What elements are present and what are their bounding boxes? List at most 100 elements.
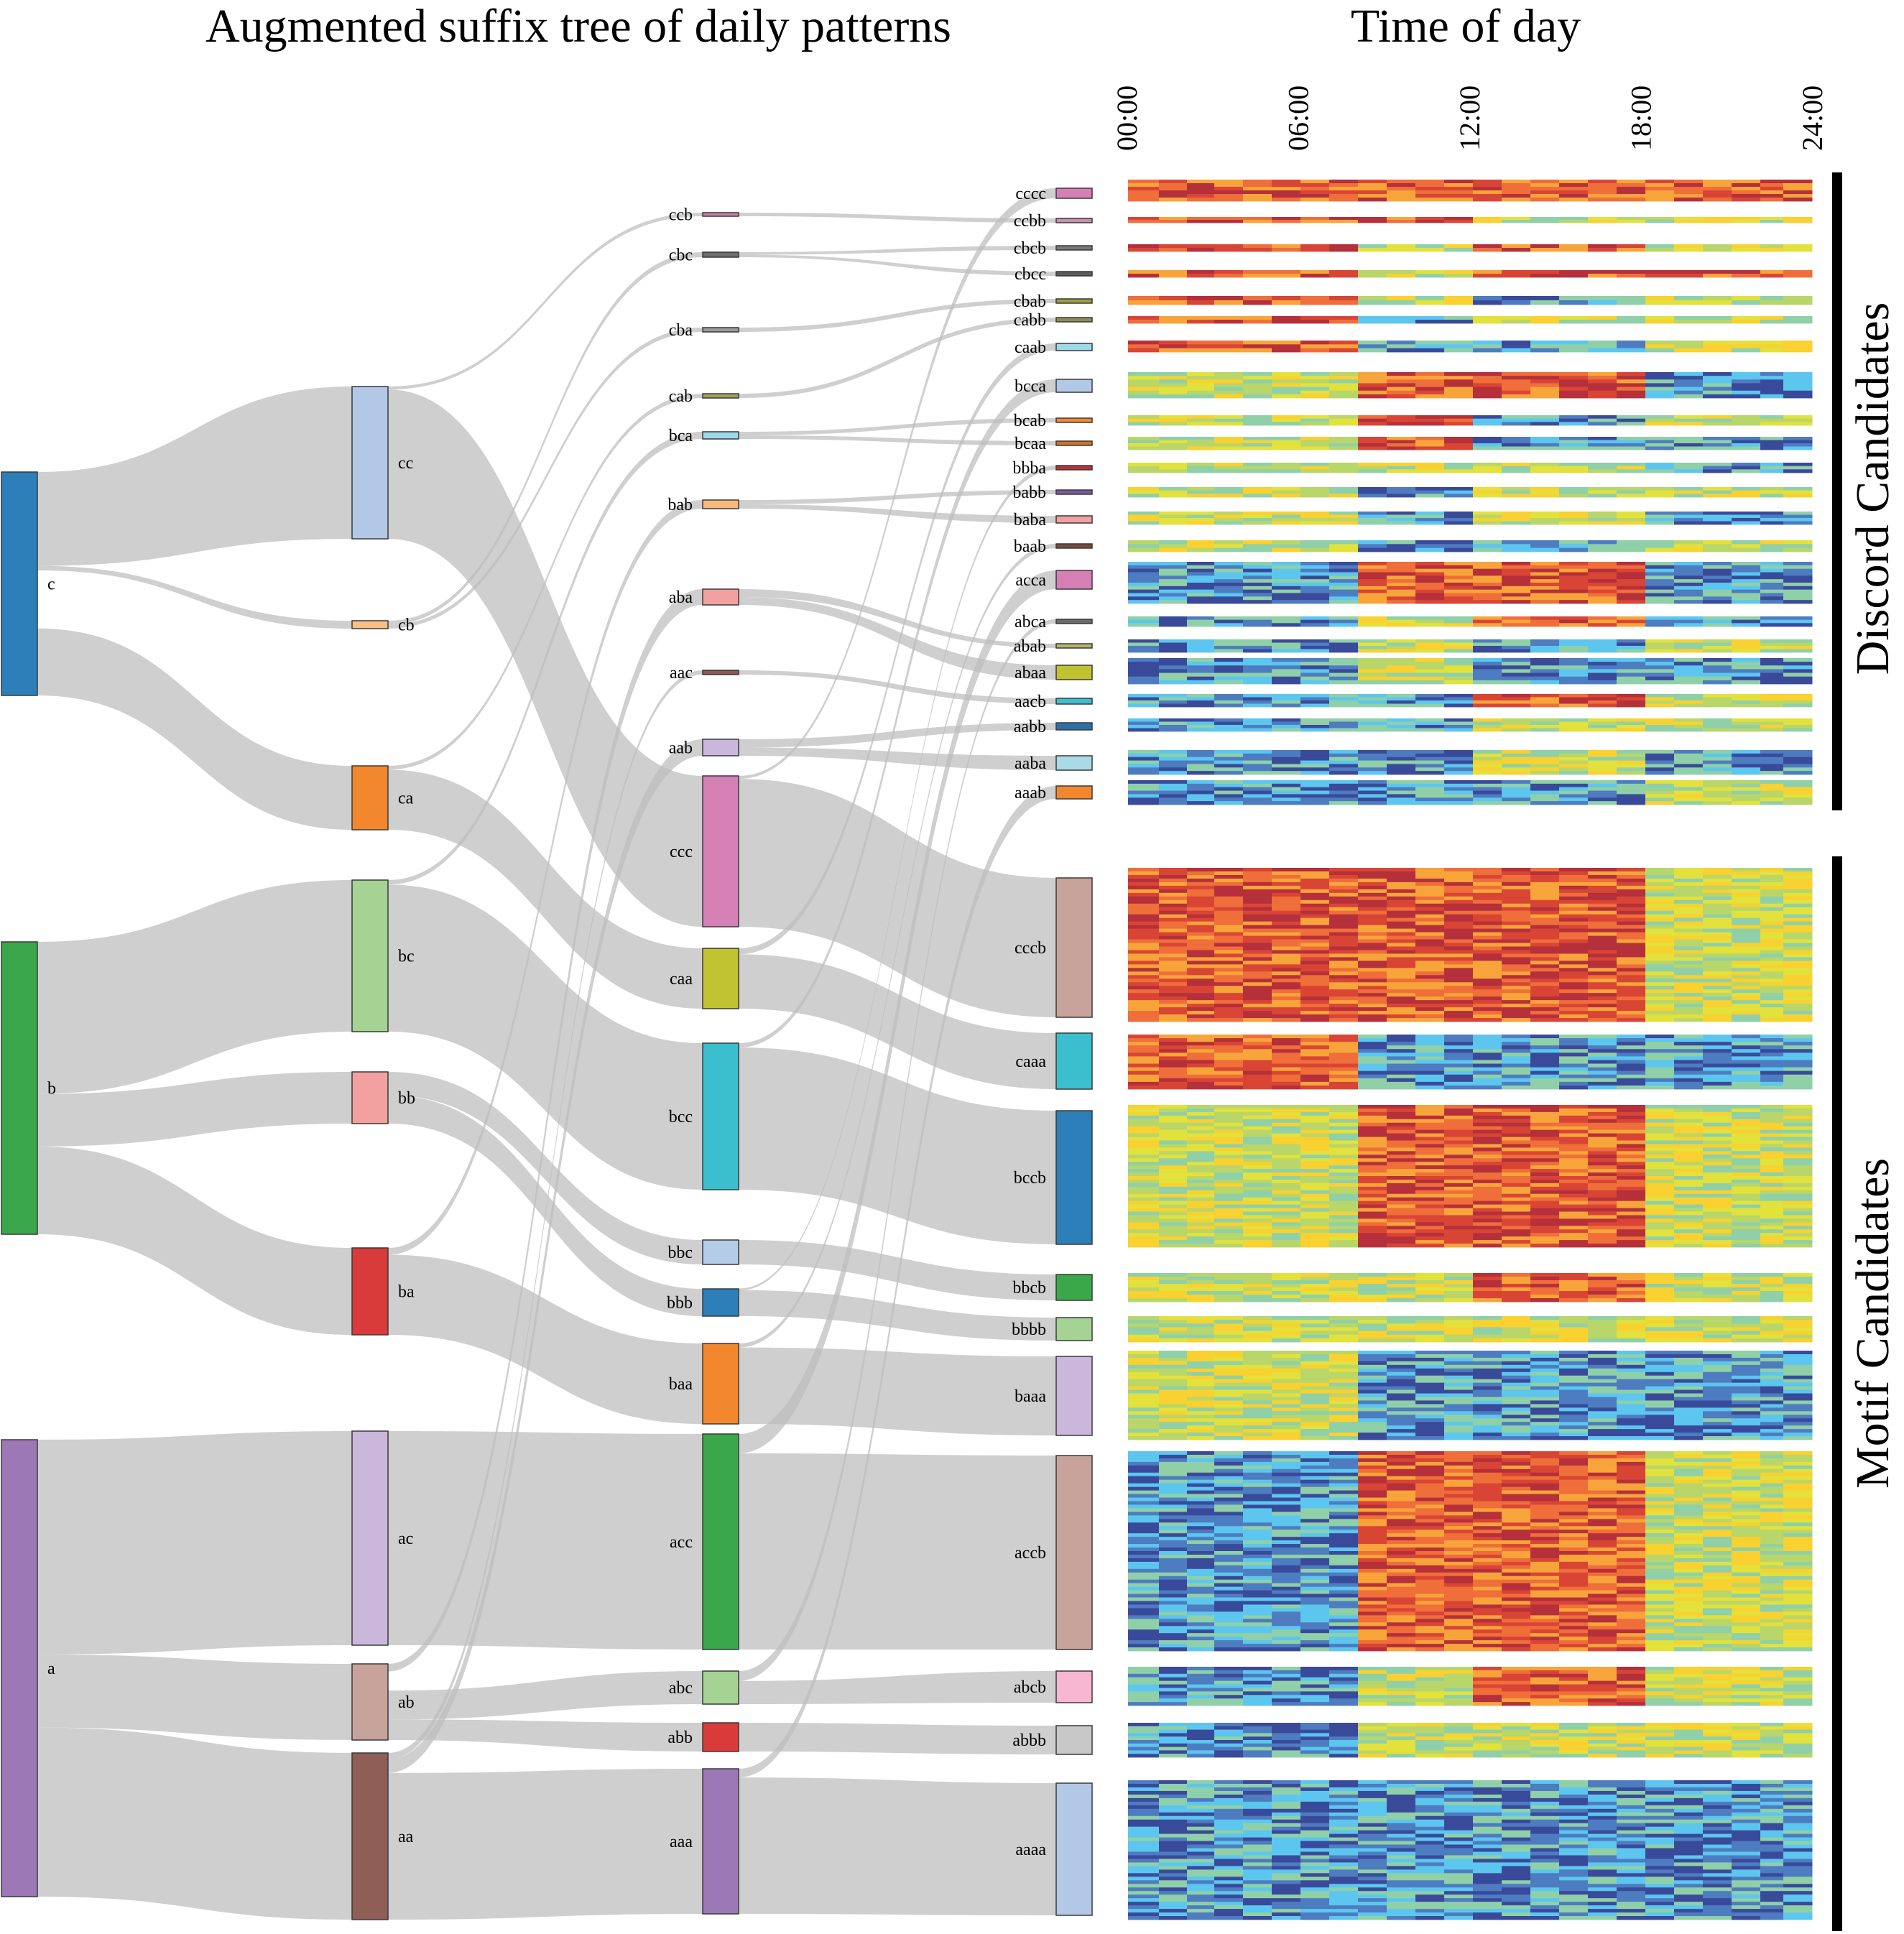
node-abca[interactable]: [1055, 619, 1093, 624]
node-label-bcca: bcca: [1015, 377, 1046, 396]
heatmap-babb: [1128, 487, 1813, 498]
node-ca[interactable]: [351, 765, 389, 830]
node-abb[interactable]: [702, 1722, 739, 1752]
node-label-aabb: aabb: [1014, 718, 1046, 736]
node-abcb[interactable]: [1055, 1670, 1093, 1703]
node-acc[interactable]: [702, 1433, 739, 1650]
node-aabb[interactable]: [1055, 722, 1093, 731]
node-bbbb[interactable]: [1055, 1317, 1093, 1341]
node-cc[interactable]: [351, 386, 389, 540]
node-bbb[interactable]: [702, 1288, 739, 1317]
node-ccbb[interactable]: [1055, 218, 1093, 223]
heatmap-cabb: [1128, 316, 1813, 324]
node-aac[interactable]: [702, 670, 739, 675]
node-c[interactable]: [1, 471, 38, 696]
link-bb-bbb: [388, 1095, 703, 1316]
heatmap-bbbb: [1128, 1316, 1813, 1343]
node-bcab[interactable]: [1055, 417, 1093, 423]
node-bab[interactable]: [702, 499, 739, 509]
node-baba[interactable]: [1055, 515, 1093, 524]
node-cccc[interactable]: [1055, 188, 1093, 199]
node-label-bc: bc: [398, 948, 415, 966]
node-label-aac: aac: [670, 664, 693, 683]
node-babb[interactable]: [1055, 489, 1093, 495]
heatmap-panel: [1128, 180, 1813, 1920]
node-baab[interactable]: [1055, 543, 1093, 549]
node-label-aaa: aaa: [670, 1833, 693, 1851]
node-label-a: a: [47, 1660, 55, 1678]
node-cba[interactable]: [702, 327, 739, 333]
node-b[interactable]: [1, 941, 38, 1235]
node-ccb[interactable]: [702, 212, 739, 217]
heatmap-aabb: [1128, 718, 1813, 732]
node-label-ccb: ccb: [669, 206, 693, 225]
node-ccc[interactable]: [702, 775, 739, 927]
node-aaaa[interactable]: [1055, 1782, 1093, 1916]
node-ac[interactable]: [351, 1430, 389, 1646]
node-label-abbb: abbb: [1012, 1731, 1046, 1750]
node-bb[interactable]: [351, 1071, 389, 1124]
node-baa[interactable]: [702, 1343, 739, 1425]
node-bc[interactable]: [351, 879, 389, 1032]
node-cb[interactable]: [351, 620, 389, 629]
link-aa-aab: [388, 739, 703, 1773]
node-abab[interactable]: [1055, 643, 1093, 649]
link-ba-bab: [388, 500, 703, 1255]
node-label-cccc: cccc: [1015, 185, 1046, 203]
node-ba[interactable]: [351, 1247, 389, 1336]
node-bbcb[interactable]: [1055, 1274, 1093, 1301]
node-cbcb[interactable]: [1055, 245, 1093, 251]
link-bbc-bbcb: [739, 1240, 1056, 1300]
node-acca[interactable]: [1055, 570, 1093, 590]
node-abaa[interactable]: [1055, 665, 1093, 680]
node-caa[interactable]: [702, 948, 739, 1009]
time-tick-0: 00:00: [1111, 85, 1143, 151]
node-cab[interactable]: [702, 393, 739, 399]
node-aaa[interactable]: [702, 1768, 739, 1915]
node-label-cbc: cbc: [669, 246, 693, 265]
link-baa-baaa: [739, 1347, 1056, 1435]
node-aa[interactable]: [351, 1752, 389, 1920]
node-aab[interactable]: [702, 739, 739, 757]
node-aba[interactable]: [702, 588, 739, 606]
node-cbc[interactable]: [702, 251, 739, 258]
link-ccb-ccbb: [739, 213, 1056, 223]
node-cbcc[interactable]: [1055, 271, 1093, 277]
link-aaa-aaab: [739, 786, 1056, 1778]
node-a[interactable]: [1, 1439, 38, 1897]
node-cabb[interactable]: [1055, 317, 1093, 323]
node-abbb[interactable]: [1055, 1725, 1093, 1755]
heatmap-bbba: [1128, 463, 1813, 473]
heatmap-acca: [1128, 562, 1813, 604]
node-bbc[interactable]: [702, 1239, 739, 1265]
node-bca[interactable]: [702, 431, 739, 440]
node-bbba[interactable]: [1055, 465, 1093, 471]
node-caab[interactable]: [1055, 343, 1093, 351]
node-cccb[interactable]: [1055, 877, 1093, 1018]
node-accb[interactable]: [1055, 1455, 1093, 1650]
node-bcca[interactable]: [1055, 379, 1093, 393]
link-c-cb: [37, 565, 352, 629]
node-label-cbcc: cbcc: [1015, 265, 1046, 284]
node-label-bab: bab: [667, 496, 693, 514]
node-bcaa[interactable]: [1055, 440, 1093, 446]
node-aaba[interactable]: [1055, 755, 1093, 771]
node-bccb[interactable]: [1055, 1110, 1093, 1245]
node-aaab[interactable]: [1055, 785, 1093, 800]
node-ab[interactable]: [351, 1663, 389, 1741]
node-baaa[interactable]: [1055, 1356, 1093, 1436]
link-caa-caaa: [739, 954, 1056, 1089]
link-ab-aba: [388, 589, 703, 1672]
node-label-aba: aba: [669, 588, 693, 607]
link-ab-abc: [388, 1671, 703, 1720]
node-cbab[interactable]: [1055, 298, 1093, 304]
node-label-aab: aab: [669, 739, 693, 758]
node-aacb[interactable]: [1055, 698, 1093, 705]
node-bcc[interactable]: [702, 1042, 739, 1190]
node-caaa[interactable]: [1055, 1032, 1093, 1090]
time-title: Time of day: [1351, 0, 1581, 52]
node-abc[interactable]: [702, 1670, 739, 1705]
link-bab-babb: [739, 490, 1056, 504]
link-abc-abca: [739, 619, 1056, 1681]
heatmap-baba: [1128, 512, 1813, 525]
